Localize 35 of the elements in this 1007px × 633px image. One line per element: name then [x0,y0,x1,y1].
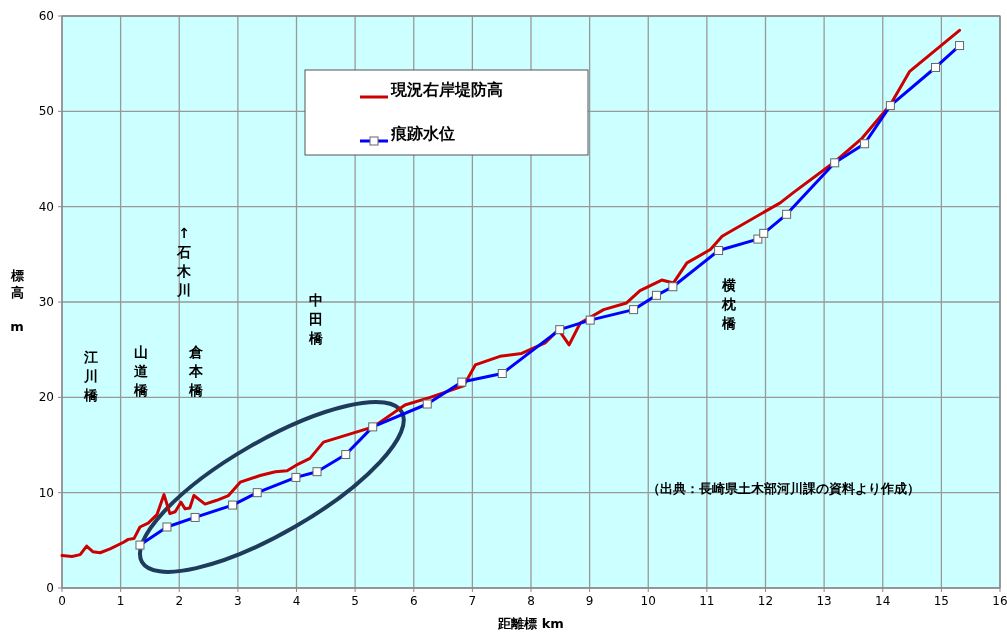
y-tick-label: 40 [38,199,54,214]
x-tick-label: 1 [116,594,125,608]
x-tick-label: 16 [992,594,1007,608]
annotation: ↑石木川 [176,225,192,298]
x-tick-label: 11 [699,594,715,608]
text: 標高 m [10,268,24,334]
x-tick-label: 9 [585,594,594,608]
y-tick-label: 20 [38,390,54,405]
annotation: （出典：長崎県土木部河川課の資料より作成） [646,480,920,496]
y-tick-label: 30 [38,295,54,309]
x-tick-label: 6 [409,594,418,608]
x-tick-label: 7 [468,594,477,608]
x-tick-label: 2 [175,594,184,608]
x-tick-label: 15 [933,594,950,608]
x-tick-label: 8 [527,594,535,608]
x-tick-label: 4 [292,594,301,608]
x-tick-label: 3 [234,594,242,608]
annotation: 横枕橋 [721,277,737,331]
x-tick-label: 10 [640,594,656,608]
y-tick-label: 50 [38,104,54,119]
x-tick-label: 13 [816,594,832,608]
annotation: 江川橋 [83,349,99,403]
legend-label: 痕跡水位 [390,124,455,143]
annotation: 山道橋 [133,344,149,398]
x-tick-label: 0 [58,594,66,608]
legend-label: 現況右岸堤防高 [390,80,503,99]
y-tick-label: 10 [38,485,54,500]
y-tick-label: 0 [46,581,54,595]
x-tick-label: 12 [757,594,774,608]
y-tick-label: 60 [38,9,54,23]
x-tick-label: 14 [875,594,891,608]
x-tick-label: 5 [351,594,359,608]
x-axis-title: 距離標 km [497,616,564,631]
annotation: 中田橋 [308,292,324,346]
annotation: 倉本橋 [188,344,204,398]
